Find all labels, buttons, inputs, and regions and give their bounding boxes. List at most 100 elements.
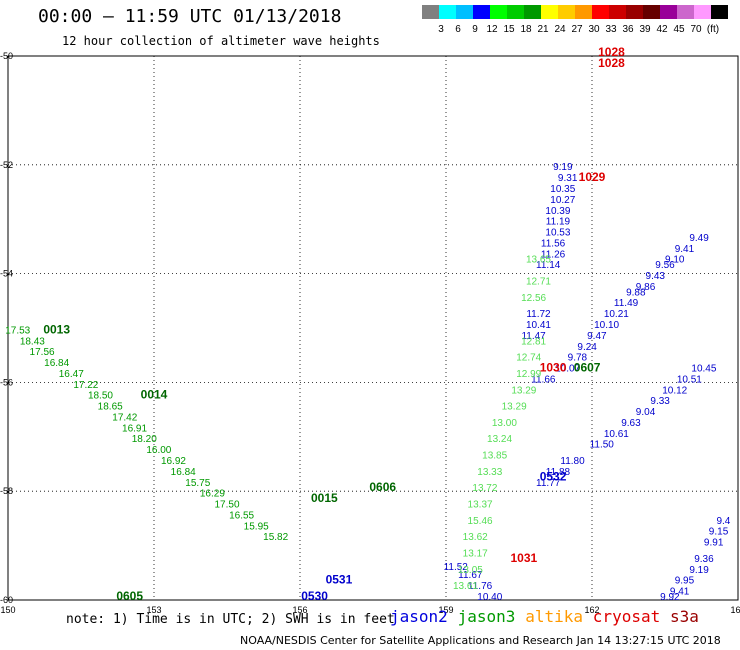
pass-time-label: 0014 [141, 388, 168, 402]
wave-height-label: 13.33 [477, 467, 502, 478]
color-swatch [711, 5, 728, 19]
wave-height-label: 13.62 [463, 532, 488, 543]
wave-height-label: 12.99 [516, 369, 541, 380]
wave-height-label: 9.47 [587, 331, 607, 342]
wave-height-label: 10.45 [691, 364, 716, 375]
wave-height-label: 9.43 [646, 271, 666, 282]
color-swatch [439, 5, 456, 19]
wave-height-label: 9.63 [621, 418, 641, 429]
wave-height-label: 15.95 [244, 521, 269, 532]
wave-height-label: 11.72 [526, 309, 551, 320]
lat-tick-label: -56 [0, 377, 13, 387]
wave-height-label: 13.00 [492, 418, 517, 429]
wave-height-label: 9.19 [553, 162, 573, 173]
wave-height-label: 9.86 [636, 282, 656, 293]
wave-height-label: 9.15 [709, 527, 729, 538]
pass-time-label: 0532 [540, 469, 567, 483]
credit-line: NOAA/NESDIS Center for Satellite Applica… [240, 634, 721, 647]
color-swatch [626, 5, 643, 19]
wave-height-label: 9.95 [675, 576, 695, 587]
color-scale-label: 6 [455, 24, 461, 35]
wave-height-label: 18.50 [88, 391, 113, 402]
color-swatch [541, 5, 558, 19]
wave-height-label: 9.4 [716, 516, 730, 527]
pass-time-label: 1029 [579, 170, 606, 184]
wave-height-label: 9.92 [660, 592, 680, 603]
wave-height-label: 12.74 [516, 353, 541, 364]
wave-height-label: 9.88 [626, 287, 646, 298]
color-scale-label: 12 [486, 24, 498, 35]
satellite-legend-jason2: jason2 [390, 607, 448, 626]
wave-height-label: 11.77 [536, 478, 561, 489]
pass-time-label: 0013 [43, 322, 70, 336]
wave-height-label: 11.66 [531, 374, 556, 385]
color-swatch [490, 5, 507, 19]
wave-height-label: 12.81 [521, 336, 546, 347]
wave-height-label: 15.46 [468, 516, 493, 527]
pass-time-label: 0606 [369, 480, 396, 494]
wave-height-label: 13.24 [487, 434, 512, 445]
wave-height-label: 10.35 [550, 184, 575, 195]
wave-height-label: 16.92 [161, 456, 186, 467]
wave-height-label: 13.85 [482, 451, 507, 462]
color-swatch [558, 5, 575, 19]
wave-height-label: 9.10 [665, 255, 685, 266]
wave-height-label: 17.53 [5, 325, 30, 336]
color-scale-label: 21 [537, 24, 549, 35]
wave-height-label: 10.40 [477, 592, 502, 603]
footer-note: note: 1) Time is in UTC; 2) SWH is in fe… [66, 612, 395, 627]
color-scale-label: 70 [690, 24, 702, 35]
satellite-legend-jason3: jason3 [457, 607, 516, 626]
wave-height-label: 10.27 [550, 195, 575, 206]
wave-height-label: 13.61 [453, 581, 478, 592]
wave-height-label: 10.07 [555, 364, 580, 375]
satellite-legend-s3a: s3a [670, 607, 699, 626]
wave-height-label: 9.04 [636, 407, 656, 418]
color-swatch [473, 5, 490, 19]
wave-height-label: 15.82 [263, 532, 288, 543]
pass-time-label: 0607 [574, 361, 601, 375]
color-swatch [609, 5, 626, 19]
wave-height-label: 11.88 [546, 467, 571, 478]
wave-height-label: 17.22 [73, 380, 98, 391]
wave-height-label: 17.56 [30, 347, 55, 358]
wave-height-label: 18.43 [20, 336, 45, 347]
wave-height-label: 11.26 [541, 249, 566, 260]
color-scale-label: 9 [472, 24, 478, 35]
color-scale-label: 24 [554, 24, 566, 35]
color-swatch [592, 5, 609, 19]
color-scale-label: 18 [520, 24, 532, 35]
wave-height-label: 11.52 [444, 562, 469, 573]
wave-height-label: 16.91 [122, 423, 147, 434]
wave-height-label: 11.56 [541, 238, 566, 249]
wave-height-label: 9.33 [650, 396, 670, 407]
wave-height-label: 9.19 [689, 565, 709, 576]
color-scale-label: 30 [588, 24, 600, 35]
wave-height-label: 16.47 [59, 369, 84, 380]
lat-tick-label: -54 [0, 269, 13, 279]
lon-tick-label: 159 [438, 605, 453, 615]
wave-height-label: 10.51 [677, 374, 702, 385]
wave-height-label: 10.10 [594, 320, 619, 331]
pass-time-label: 0015 [311, 491, 338, 505]
wave-height-label: 10.41 [526, 320, 551, 331]
wave-height-label: 9.24 [577, 342, 597, 353]
wave-height-label: 9.41 [675, 244, 695, 255]
color-swatch [660, 5, 677, 19]
wave-height-label: 16.00 [146, 445, 171, 456]
wave-height-label: 13.65 [526, 255, 551, 266]
wave-height-label: 18.20 [132, 434, 157, 445]
wave-height-label: 9.41 [670, 587, 690, 598]
color-swatch [575, 5, 592, 19]
lat-tick-label: -52 [0, 160, 13, 170]
wave-height-label: 11.14 [536, 260, 561, 271]
wave-height-label: 17.50 [214, 500, 239, 511]
wave-height-label: 13.29 [511, 385, 536, 396]
wave-height-label: 9.56 [655, 260, 675, 271]
lon-tick-label: 150 [0, 605, 15, 615]
lat-tick-label: -58 [0, 486, 13, 496]
lat-tick-label: -50 [0, 51, 13, 61]
wave-height-label: 13.05 [458, 565, 483, 576]
wave-height-label: 10.12 [662, 385, 687, 396]
